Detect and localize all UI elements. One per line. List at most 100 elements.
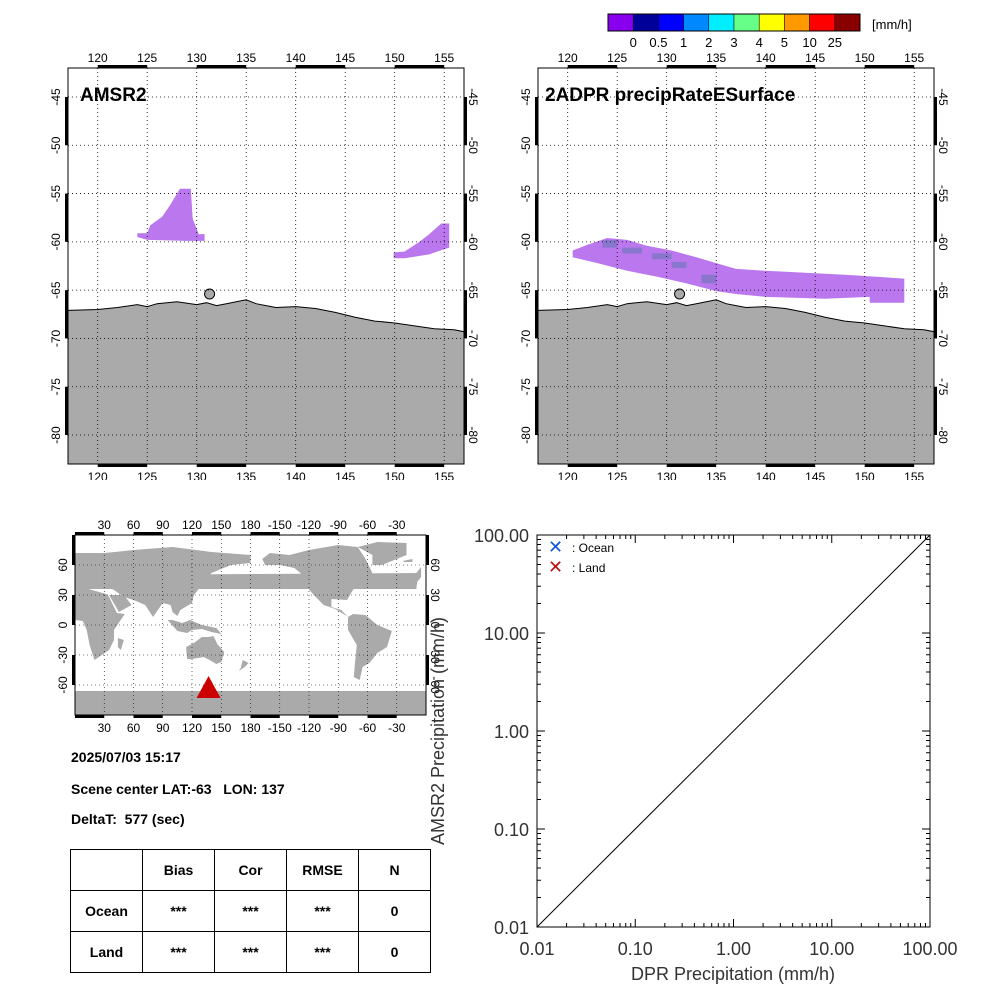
world-lat-label-right: -30: [428, 646, 442, 664]
world-lon-label-top: -90: [330, 518, 348, 532]
world-frame-segment-top: [75, 532, 105, 535]
world-frame-segment-top: [250, 532, 280, 535]
lon-tick-label-top: 155: [904, 51, 924, 65]
colorbar-label: 0.5: [649, 35, 667, 50]
world-frame-segment-left: [72, 655, 75, 685]
x-tick-label: 0.10: [618, 939, 653, 959]
world-lon-label-top: -120: [297, 518, 321, 532]
lon-tick-label-top: 130: [657, 51, 677, 65]
continent-greenland: [357, 542, 407, 565]
lat-tick-label-left: -45: [49, 88, 63, 106]
world-lon-label-bottom: -150: [268, 721, 292, 735]
world-lon-label-bottom: -120: [297, 721, 321, 735]
world-lon-label-top: 180: [240, 518, 260, 532]
x-tick-label: 10.00: [809, 939, 854, 959]
lon-tick-label-top: 120: [88, 51, 108, 65]
y-tick-label: 1.00: [494, 722, 529, 742]
lon-tick-label-top: 120: [558, 51, 578, 65]
scene-center: Scene center LAT:-63 LON: 137: [71, 781, 285, 797]
world-frame-segment-left: [72, 535, 75, 565]
lat-tick-label-right: -80: [936, 426, 950, 444]
frame-segment-left: [65, 386, 68, 436]
lat-tick-label-left: -60: [519, 233, 533, 251]
lon-tick-label-bottom: 140: [756, 470, 776, 480]
world-lon-label-bottom: 150: [211, 721, 231, 735]
map-frame: [67, 67, 465, 465]
frame-segment-left: [535, 386, 538, 436]
lon-tick-label-top: 125: [607, 51, 627, 65]
continent-new-zealand: [238, 660, 249, 671]
frame-segment-right: [464, 96, 467, 146]
map-dpr: 120 120 125 125 130 130 135 135 140 140 145 145 150 1…: [519, 51, 950, 480]
colorbar-swatch: [607, 13, 634, 32]
lat-tick-label-left: -65: [49, 281, 63, 299]
scatter-legend: ✕ : Ocean ✕ : Land: [548, 537, 614, 577]
legend-ocean-marker: ✕: [548, 537, 563, 557]
stats-row-land: Land *** *** *** 0: [70, 931, 431, 973]
lon-tick-label-top: 155: [434, 51, 454, 65]
continent-indonesia: [167, 620, 222, 634]
colorbar-labels: 0 0.5 1 2 3 4 5 10 25: [630, 35, 842, 50]
lat-tick-label-left: -65: [519, 281, 533, 299]
world-frame-segment-top: [192, 532, 222, 535]
world-lat-label-right: 0: [428, 622, 442, 629]
world-lon-label-bottom: 90: [156, 721, 170, 735]
lon-tick-label-bottom: 130: [187, 470, 207, 480]
stats-ocean-rmse: ***: [286, 890, 359, 932]
colorbar-swatches: [607, 13, 861, 32]
stats-land-bias: ***: [142, 931, 215, 973]
world-frame-segment-top: [367, 532, 397, 535]
colorbar-label: 4: [756, 35, 763, 50]
lon-tick-label-bottom: 145: [335, 470, 355, 480]
frame-segment-top: [765, 65, 816, 68]
world-lat-label-right: 30: [428, 588, 442, 602]
stats-header-bias: Bias: [142, 849, 215, 891]
frame-segment-bottom: [666, 464, 717, 467]
legend-land-marker: ✕: [548, 557, 563, 577]
stats-ocean-n: 0: [358, 890, 431, 932]
frame-segment-left: [65, 290, 68, 339]
lat-tick-label-right: -50: [466, 137, 480, 155]
world-lat-label-left: -30: [56, 646, 70, 664]
continent-iceland: [402, 559, 413, 562]
map-amsr2: 120 120 125 125 130 130 135 135 140 140 145 145 150 1…: [49, 51, 480, 480]
lat-tick-label-left: -50: [49, 136, 63, 154]
legend-ocean-label: : Ocean: [572, 541, 614, 555]
antarctica-landmass: [67, 299, 465, 465]
continent-arabia: [109, 595, 132, 612]
dpr-precip-core: [602, 239, 618, 248]
lon-tick-label-bottom: 125: [607, 470, 627, 480]
world-lon-label-top: 120: [182, 518, 202, 532]
lon-tick-label-top: 125: [137, 51, 157, 65]
continent-australia: [186, 636, 225, 664]
frame-segment-left: [65, 193, 68, 242]
stats-land-rmse: ***: [286, 931, 359, 973]
lon-tick-label-top: 145: [805, 51, 825, 65]
map-title-amsr2: AMSR2: [80, 85, 147, 106]
world-lon-label-bottom: 60: [127, 721, 141, 735]
frame-segment-left: [535, 193, 538, 242]
colorbar-swatch: [708, 13, 735, 32]
lon-tick-label-bottom: 135: [706, 470, 726, 480]
stats-ocean-cor: ***: [214, 890, 287, 932]
lon-tick-label-bottom: 135: [236, 470, 256, 480]
amsr2-precip-area: [393, 223, 450, 259]
lat-tick-label-right: -75: [936, 378, 950, 396]
world-lon-label-top: -150: [268, 518, 292, 532]
frame-segment-right: [464, 290, 467, 339]
world-lon-label-top: 30: [98, 518, 112, 532]
frame-segment-top: [196, 65, 247, 68]
legend-land-label: : Land: [572, 561, 605, 575]
dpr-precip-core: [701, 274, 717, 284]
world-lon-label-top: -60: [359, 518, 377, 532]
world-lon-label-bottom: 120: [182, 721, 202, 735]
world-frame-segment-bottom: [192, 715, 222, 718]
stats-table: Bias Cor RMSE N Ocean *** *** *** 0 Land…: [70, 849, 431, 973]
frame-segment-bottom: [394, 464, 445, 467]
world-lon-label-bottom: 180: [240, 721, 260, 735]
stats-header-row: Bias Cor RMSE N: [70, 849, 431, 891]
lon-tick-label-bottom: 155: [904, 470, 924, 480]
lat-tick-label-left: -60: [49, 233, 63, 251]
lon-tick-label-bottom: 140: [286, 470, 306, 480]
world-lat-label-left: 60: [56, 558, 70, 572]
